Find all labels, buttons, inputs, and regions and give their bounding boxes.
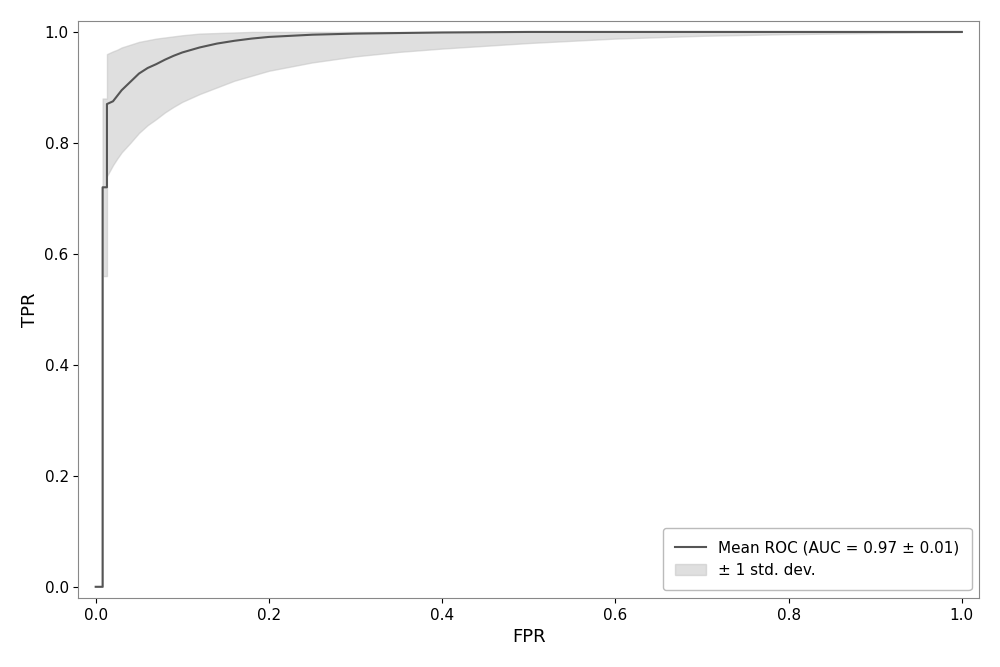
Mean ROC (AUC = 0.97 ± 0.01) <box>90 583 102 591</box>
Line: Mean ROC (AUC = 0.97 ± 0.01): Mean ROC (AUC = 0.97 ± 0.01) <box>96 32 962 587</box>
Mean ROC (AUC = 0.97 ± 0.01) <box>436 29 448 37</box>
Mean ROC (AUC = 0.97 ± 0.01) <box>783 28 795 36</box>
Mean ROC (AUC = 0.97 ± 0.01) <box>696 28 708 36</box>
Mean ROC (AUC = 0.97 ± 0.01) <box>159 55 171 63</box>
Mean ROC (AUC = 0.97 ± 0.01) <box>350 29 362 37</box>
Legend: Mean ROC (AUC = 0.97 ± 0.01), ± 1 std. dev.: Mean ROC (AUC = 0.97 ± 0.01), ± 1 std. d… <box>663 528 972 590</box>
Y-axis label: TPR: TPR <box>21 292 39 327</box>
Mean ROC (AUC = 0.97 ± 0.01) <box>111 92 123 100</box>
Mean ROC (AUC = 0.97 ± 0.01) <box>116 86 128 94</box>
Mean ROC (AUC = 0.97 ± 0.01) <box>176 49 188 57</box>
Mean ROC (AUC = 0.97 ± 0.01) <box>609 28 621 36</box>
Mean ROC (AUC = 0.97 ± 0.01) <box>133 69 145 77</box>
Mean ROC (AUC = 0.97 ± 0.01) <box>97 583 109 591</box>
Mean ROC (AUC = 0.97 ± 0.01) <box>263 33 275 41</box>
Mean ROC (AUC = 0.97 ± 0.01) <box>228 37 240 45</box>
Mean ROC (AUC = 0.97 ± 0.01) <box>97 183 109 191</box>
Mean ROC (AUC = 0.97 ± 0.01) <box>150 60 162 68</box>
Mean ROC (AUC = 0.97 ± 0.01) <box>869 28 881 36</box>
Mean ROC (AUC = 0.97 ± 0.01) <box>211 39 223 47</box>
Mean ROC (AUC = 0.97 ± 0.01) <box>101 183 113 191</box>
Mean ROC (AUC = 0.97 ± 0.01) <box>246 35 258 43</box>
Mean ROC (AUC = 0.97 ± 0.01) <box>124 78 136 86</box>
Mean ROC (AUC = 0.97 ± 0.01) <box>956 28 968 36</box>
Mean ROC (AUC = 0.97 ± 0.01) <box>142 64 154 72</box>
Mean ROC (AUC = 0.97 ± 0.01) <box>168 52 180 60</box>
Mean ROC (AUC = 0.97 ± 0.01) <box>306 31 318 39</box>
Mean ROC (AUC = 0.97 ± 0.01) <box>107 97 119 105</box>
X-axis label: FPR: FPR <box>512 628 546 646</box>
Mean ROC (AUC = 0.97 ± 0.01) <box>101 100 113 108</box>
Mean ROC (AUC = 0.97 ± 0.01) <box>393 29 405 37</box>
Mean ROC (AUC = 0.97 ± 0.01) <box>194 43 206 51</box>
Mean ROC (AUC = 0.97 ± 0.01) <box>523 28 535 36</box>
